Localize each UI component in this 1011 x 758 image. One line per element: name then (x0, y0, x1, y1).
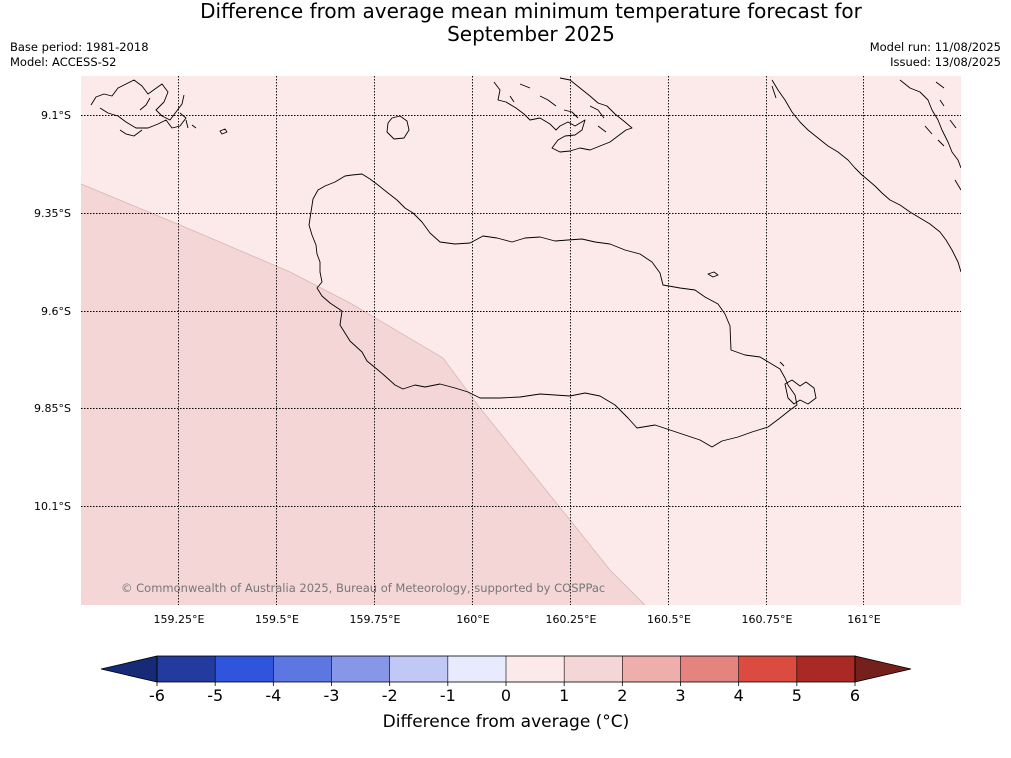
colorbar-segment (680, 656, 740, 682)
colorbar-segments (157, 656, 856, 682)
islet-tiny (707, 271, 719, 278)
savo-coastline (493, 77, 633, 153)
colorbar-segment (389, 656, 449, 682)
colorbar-ticks: -6 -5 -4 -3 -2 -1 0 1 2 3 4 5 6 (149, 682, 860, 705)
issued-date: Issued: 13/08/2025 (890, 55, 1001, 69)
florida-islands-coastline (90, 79, 197, 137)
title-line-2: September 2025 (447, 22, 615, 46)
copyright-notice: © Commonwealth of Australia 2025, Bureau… (121, 581, 605, 595)
colorbar-segment (506, 656, 565, 682)
lon-label: 160.25°E (546, 613, 597, 626)
colorbar-tick-label: 1 (559, 686, 569, 705)
longitude-labels: 159.25°E 159.5°E 159.75°E 160°E 160.25°E… (154, 613, 881, 626)
colorbar-segment (447, 656, 507, 682)
colorbar-tick-label: -4 (265, 686, 281, 705)
colorbar-extend-low (100, 655, 158, 683)
lat-label: 9.85°S (34, 402, 71, 415)
colorbar-segment (215, 656, 274, 682)
graticule (81, 76, 961, 605)
colorbar-tick-label: -2 (382, 686, 398, 705)
latitude-labels: 9.1°S 9.35°S 9.6°S 9.85°S 10.1°S (34, 109, 71, 513)
eastern-tip-islets (779, 361, 817, 405)
title-line-1: Difference from average mean minimum tem… (200, 0, 862, 23)
region-1-to-2 (81, 184, 645, 605)
colorbar-extend-high (854, 655, 912, 683)
model-name: Model: ACCESS-S2 (10, 55, 117, 69)
colorbar-tick-label: 3 (675, 686, 685, 705)
colorbar-segment (331, 656, 391, 682)
colorbar-tick-label: -6 (149, 686, 165, 705)
colorbar-tick-label: 2 (617, 686, 627, 705)
lat-label: 9.1°S (41, 109, 71, 122)
colorbar-segment (273, 656, 332, 682)
lat-label: 10.1°S (34, 500, 71, 513)
lon-label: 160°E (456, 613, 489, 626)
colorbar-segment (738, 656, 798, 682)
colorbar-tick-label: 4 (734, 686, 744, 705)
colorbar: -6 -5 -4 -3 -2 -1 0 1 2 3 4 5 6 Difference from aver… (100, 655, 912, 732)
small-islet (386, 115, 410, 140)
lon-label: 160.75°E (742, 613, 793, 626)
islet-tiny-2 (219, 128, 228, 135)
colorbar-tick-label: -5 (207, 686, 223, 705)
map-title: Difference from average mean minimum tem… (0, 0, 1011, 46)
map-panel (80, 76, 961, 606)
metadata-left: Base period: 1981-2018 Model: ACCESS-S2 (10, 40, 149, 70)
colorbar-tick-label: -3 (324, 686, 340, 705)
model-run: Model run: 11/08/2025 (869, 40, 1001, 54)
colorbar-tick-label: 0 (501, 686, 511, 705)
metadata-right: Model run: 11/08/2025 Issued: 13/08/2025 (870, 40, 1001, 70)
base-period: Base period: 1981-2018 (10, 40, 149, 54)
lon-label: 159.5°E (255, 613, 299, 626)
contour-line (80, 183, 646, 606)
colorbar-segment (157, 656, 216, 682)
colorbar-tick-label: 5 (792, 686, 802, 705)
guadalcanal-coastline (308, 173, 798, 448)
colorbar-segment (564, 656, 623, 682)
lon-label: 159.75°E (350, 613, 401, 626)
lon-label: 161°E (847, 613, 880, 626)
colorbar-segment (622, 656, 681, 682)
colorbar-label: Difference from average (°C) (383, 712, 630, 732)
colorbar-tick-label: -1 (440, 686, 456, 705)
colorbar-segment (796, 656, 856, 682)
lat-label: 9.35°S (34, 207, 71, 220)
malaita-coastline (771, 79, 961, 273)
colorbar-tick-label: 6 (850, 686, 860, 705)
lon-label: 159.25°E (154, 613, 205, 626)
coastlines (90, 77, 961, 448)
lat-label: 9.6°S (41, 305, 71, 318)
lon-label: 160.5°E (647, 613, 691, 626)
